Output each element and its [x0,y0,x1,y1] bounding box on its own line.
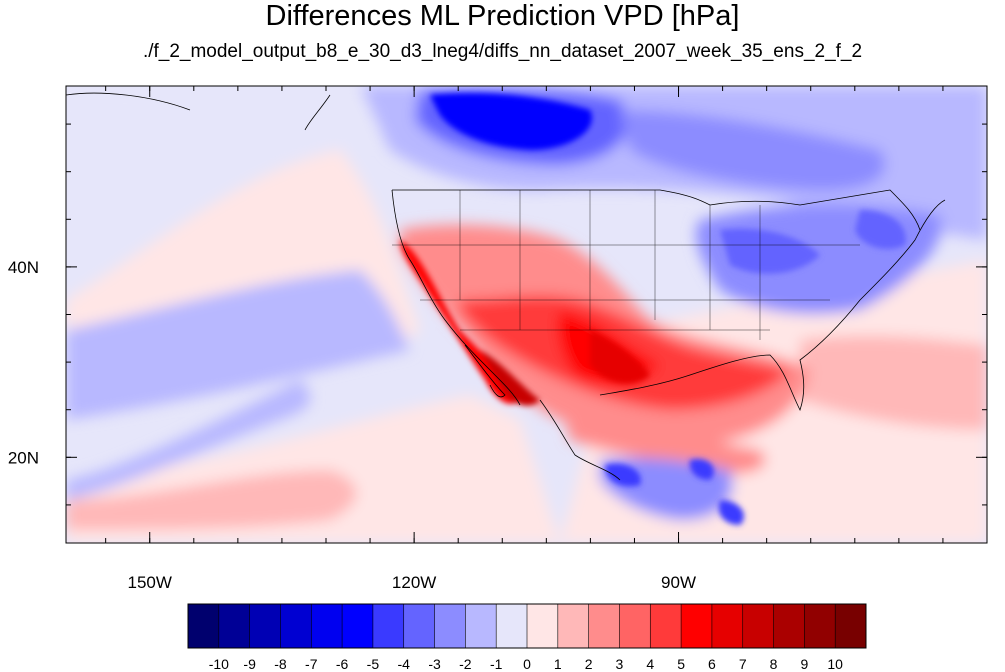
colorbar-swatch [434,604,466,648]
lon-tick-label: 90W [661,573,696,592]
colorbar-swatch [835,604,867,648]
map-title: Differences ML Prediction VPD [hPa] [265,0,740,32]
colorbar-label: 2 [585,656,593,672]
colorbar-label: 1 [554,656,562,672]
colorbar-swatch [496,604,528,648]
colorbar-label: -6 [336,656,349,672]
colorbar-swatch [188,604,220,648]
colorbar-label: -1 [490,656,503,672]
colorbar-label: 4 [646,656,654,672]
colorbar-swatch [742,604,774,648]
colorbar-swatch [619,604,651,648]
colorbar-label: 10 [827,656,843,672]
colorbar-swatch [218,604,250,648]
colorbar-swatch [372,604,405,648]
colorbar-swatch [527,604,559,648]
colorbar-label: -9 [243,656,256,672]
colorbar-label: -7 [305,656,318,672]
colorbar-label: -8 [274,656,287,672]
colorbar-swatch [711,604,744,648]
colorbar-label: -10 [209,656,229,672]
colorbar-frame [187,603,867,649]
colorbar-swatch [249,604,281,648]
coastlines [66,92,946,481]
vpd-difference-field [66,86,987,543]
state-boundaries [392,190,860,340]
colorbar-label: 6 [708,656,716,672]
colorbar: -10 -9 -8 -7 -6 -5 -4 -3 -2 -1 0 1 2 3 4 5 6 7 8 9 10 [187,603,867,672]
colorbar-swatch [342,604,374,648]
colorbar-swatch [804,604,836,648]
colorbar-label: -5 [367,656,380,672]
colorbar-label: 0 [523,656,531,672]
colorbar-label: -3 [428,656,441,672]
colorbar-swatch [557,604,589,648]
colorbar-label: 3 [616,656,624,672]
lat-tick-label: 40N [8,258,39,277]
colorbar-swatch [681,604,713,648]
colorbar-label: 7 [739,656,747,672]
colorbar-swatch [311,604,343,648]
axis-ticks: 150W 120W 90W 40N 20N [8,86,988,592]
colorbar-label: 8 [770,656,778,672]
colorbar-label: -4 [398,656,411,672]
lon-tick-label: 120W [392,573,436,592]
colorbar-swatch [650,604,682,648]
colorbar-label: 5 [677,656,685,672]
colorbar-swatch [588,604,620,648]
colorbar-swatch [773,604,805,648]
map-subtitle: ./f_2_model_output_b8_e_30_d3_lneg4/diff… [142,41,863,62]
lat-tick-label: 20N [8,448,39,467]
lon-tick-label: 150W [128,573,172,592]
colorbar-swatch [465,604,497,648]
colorbar-label: -2 [459,656,472,672]
colorbar-swatch [280,604,312,648]
colorbar-label: 9 [800,656,808,672]
colorbar-swatch [403,604,435,648]
